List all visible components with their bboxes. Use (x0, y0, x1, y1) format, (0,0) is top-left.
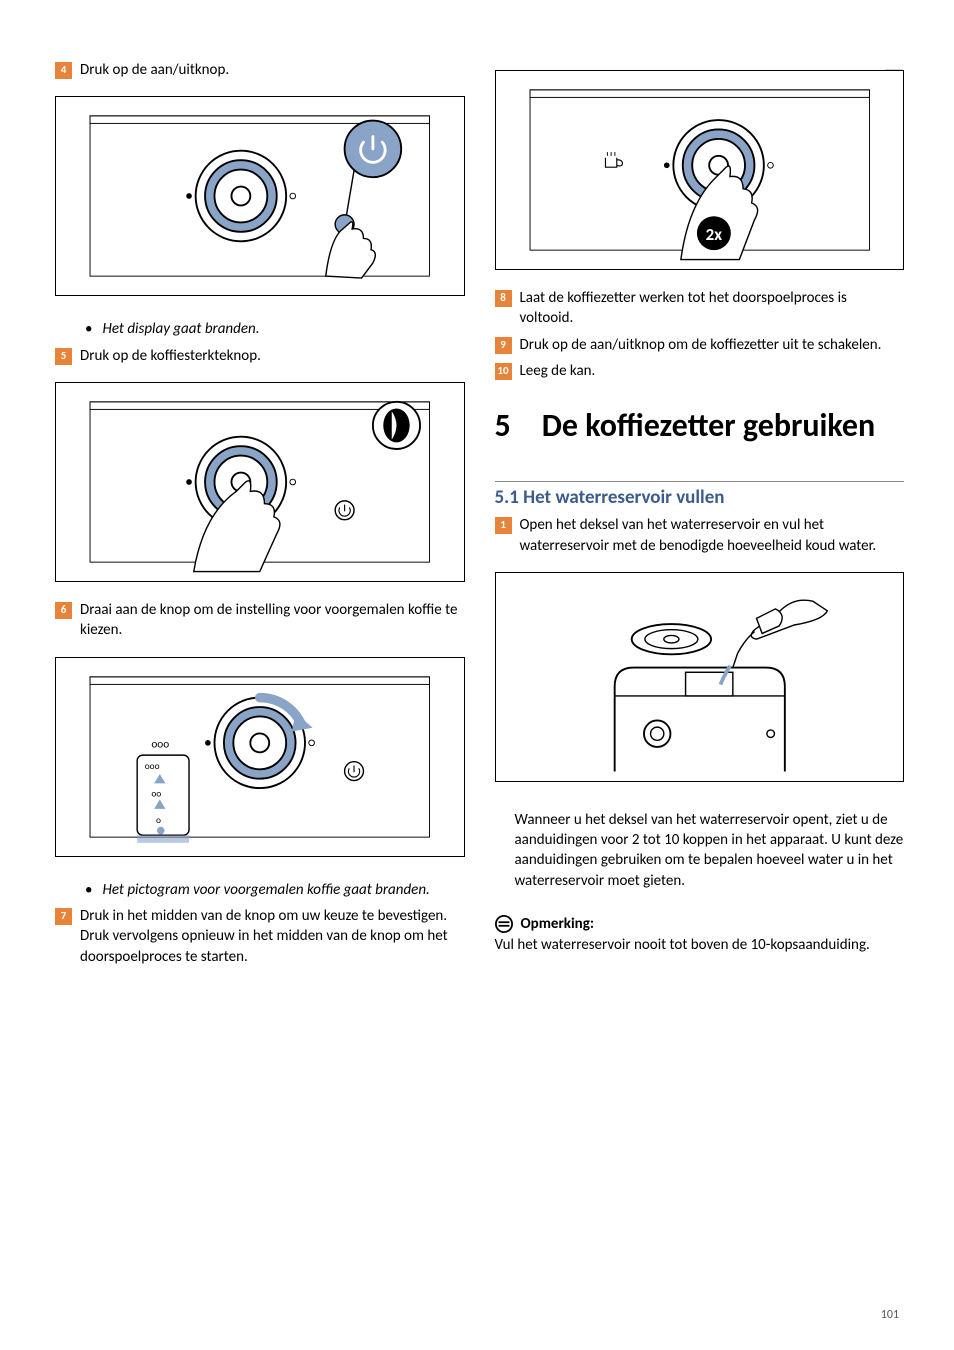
step-7: 7 Druk in het midden van de knop om uw k… (55, 906, 465, 967)
step-number-badge: 5 (55, 348, 72, 365)
step-text: Open het deksel van het waterreservoir e… (520, 515, 905, 556)
note-label: Opmerking: (521, 915, 594, 933)
step-text: Leeg de kan. (520, 361, 905, 381)
two-column-layout: 4 Druk op de aan/uitknop. (55, 60, 904, 1310)
step-8: 8 Laat de koffiezetter werken tot het do… (495, 288, 905, 329)
svg-text:oo: oo (151, 787, 161, 799)
figure-strength-knob (55, 382, 465, 582)
step-number-badge: 1 (495, 517, 512, 534)
step-text: Draai aan de knop om de instelling voor … (80, 600, 465, 641)
body-paragraph: Wanneer u het deksel van het waterreserv… (515, 810, 905, 891)
section-title: De koffiezetter gebruiken (542, 406, 875, 445)
bullet-text: Het pictogram voor voorgemalen koffie ga… (102, 881, 429, 901)
step-text: Druk in het midden van de knop om uw keu… (80, 906, 465, 967)
step-1-fill: 1 Open het deksel van het waterreservoir… (495, 515, 905, 556)
subsection-title: Het waterreservoir vullen (523, 486, 724, 509)
svg-text:2x: 2x (705, 224, 722, 245)
note-body: Vul het waterreservoir nooit tot boven d… (495, 935, 905, 955)
bullet-text: Het display gaat branden. (102, 320, 259, 340)
left-column: 4 Druk op de aan/uitknop. (55, 60, 465, 1310)
step-number-badge: 7 (55, 908, 72, 925)
bullet-display-on: Het display gaat branden. (85, 320, 465, 340)
right-column: 2x 8 Laat de koffiezetter werken tot het… (495, 60, 905, 1310)
subsection-heading: 5.1 Het waterreservoir vullen (495, 481, 905, 509)
step-text: Druk op de koffiesterkteknop. (80, 346, 465, 366)
section-heading: 5 De koffiezetter gebruiken (495, 407, 905, 445)
step-9: 9 Druk op de aan/uitknop om de koffiezet… (495, 335, 905, 355)
figure-turn-knob: ooo ooo oo o (55, 657, 465, 857)
step-number-badge: 10 (495, 363, 512, 380)
step-text: Druk op de aan/uitknop om de koffiezette… (520, 335, 905, 355)
svg-text:ooo: ooo (151, 737, 169, 751)
subsection-number: 5.1 (495, 486, 519, 509)
step-4: 4 Druk op de aan/uitknop. (55, 60, 465, 80)
step-5: 5 Druk op de koffiesterkteknop. (55, 346, 465, 366)
step-text: Druk op de aan/uitknop. (80, 60, 465, 80)
step-number-badge: 6 (55, 602, 72, 619)
bullet-preground-icon: Het pictogram voor voorgemalen koffie ga… (85, 881, 465, 901)
note-heading: Opmerking: (495, 915, 905, 933)
svg-text:ooo: ooo (145, 760, 160, 772)
section-number: 5 (495, 407, 535, 445)
svg-text:o: o (156, 814, 161, 826)
page-number: 101 (881, 1308, 899, 1322)
step-10: 10 Leeg de kan. (495, 361, 905, 381)
step-number-badge: 9 (495, 337, 512, 354)
figure-power-button (55, 96, 465, 296)
step-number-badge: 4 (55, 62, 72, 79)
step-6: 6 Draai aan de knop om de instelling voo… (55, 600, 465, 641)
manual-page: NEDERLANDS 4 Druk op de aan/uitknop. (0, 0, 954, 1350)
figure-fill-reservoir (495, 572, 905, 782)
figure-press-2x: 2x (495, 70, 905, 270)
note-icon (495, 915, 513, 933)
step-text: Laat de koffiezetter werken tot het door… (520, 288, 905, 329)
step-number-badge: 8 (495, 290, 512, 307)
